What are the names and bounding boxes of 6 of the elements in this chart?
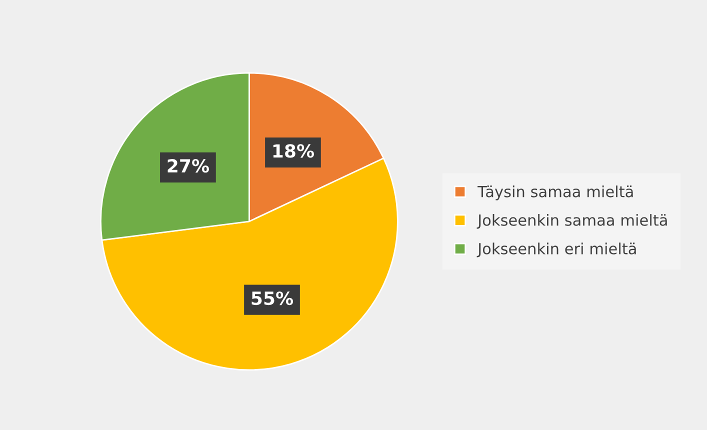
data-label: 55% — [252, 291, 294, 306]
legend-label: Jokseenkin samaa mieltä — [476, 214, 667, 229]
data-label: 27% — [168, 159, 209, 173]
legend-label: Jokseenkin eri mieltä — [476, 242, 636, 258]
legend-label: Täysin samaa mieltä — [478, 186, 633, 200]
data-label: 18% — [273, 144, 314, 158]
